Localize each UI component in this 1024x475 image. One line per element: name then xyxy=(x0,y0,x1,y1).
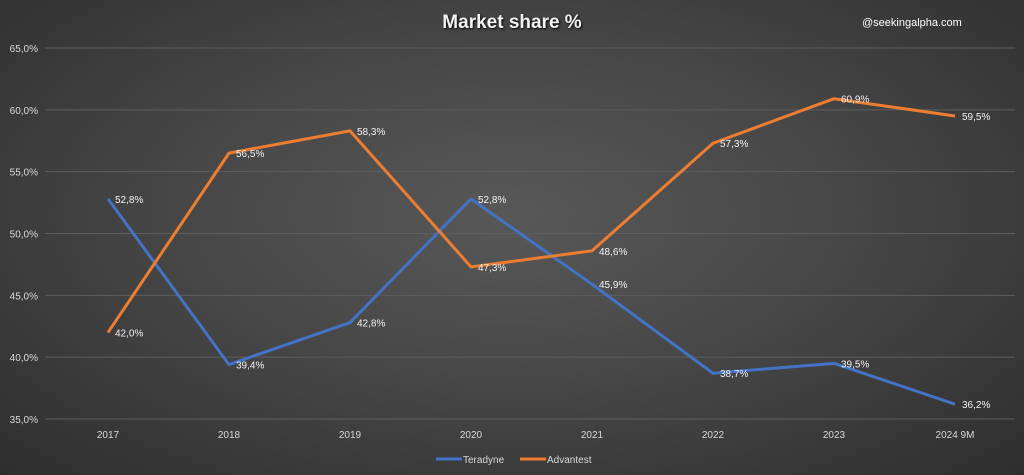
data-label: 60,9% xyxy=(841,95,869,106)
x-tick-label: 2019 xyxy=(339,430,362,441)
data-label: 59,5% xyxy=(962,112,990,123)
y-tick-label: 65,0% xyxy=(10,44,38,55)
data-label: 57,3% xyxy=(720,139,748,150)
x-tick-label: 2018 xyxy=(218,430,241,441)
x-tick-label: 2024 9M xyxy=(936,430,975,441)
legend-label: Teradyne xyxy=(463,455,505,466)
x-tick-label: 2020 xyxy=(460,430,483,441)
data-label: 39,4% xyxy=(236,361,264,372)
legend-label: Advantest xyxy=(547,455,592,466)
series-line-teradyne xyxy=(106,197,956,406)
data-label: 52,8% xyxy=(478,195,506,206)
data-label: 39,5% xyxy=(841,359,869,370)
x-tick-label: 2017 xyxy=(97,430,120,441)
data-label: 58,3% xyxy=(357,127,385,138)
watermark: @seekingalpha.com xyxy=(862,17,962,29)
data-label: 38,7% xyxy=(720,369,748,380)
data-label: 52,8% xyxy=(115,195,143,206)
y-tick-label: 45,0% xyxy=(10,291,38,302)
y-tick-label: 50,0% xyxy=(10,230,38,241)
series-line-advantest xyxy=(106,97,956,334)
data-label: 56,5% xyxy=(236,149,264,160)
chart-title: Market share % xyxy=(442,12,582,33)
data-label: 42,0% xyxy=(115,328,143,339)
y-tick-label: 55,0% xyxy=(10,168,38,179)
data-label: 48,6% xyxy=(599,247,627,258)
x-tick-label: 2023 xyxy=(823,430,846,441)
data-label: 45,9% xyxy=(599,280,627,291)
y-tick-label: 35,0% xyxy=(10,415,38,426)
data-label: 47,3% xyxy=(478,263,506,274)
x-tick-label: 2021 xyxy=(581,430,604,441)
x-tick-label: 2022 xyxy=(702,430,725,441)
data-label: 36,2% xyxy=(962,400,990,411)
y-tick-label: 40,0% xyxy=(10,353,38,364)
data-label: 42,8% xyxy=(357,319,385,330)
y-tick-label: 60,0% xyxy=(10,106,38,117)
